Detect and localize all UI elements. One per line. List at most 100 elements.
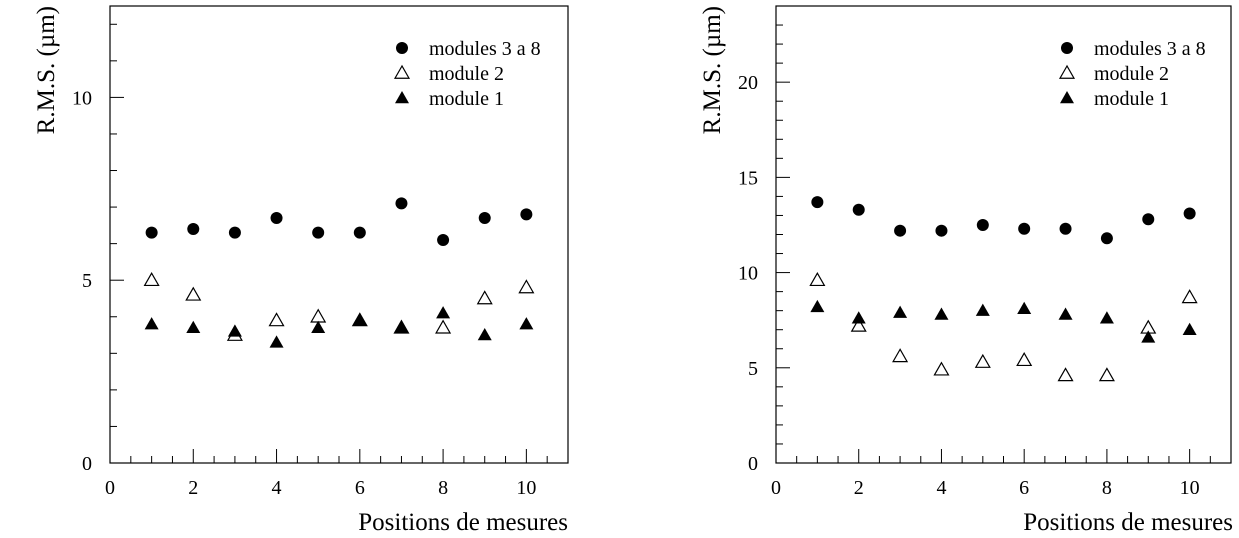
data-point — [476, 290, 493, 305]
y-tick-label: 10 — [72, 87, 92, 109]
legend-label: module 1 — [429, 88, 504, 110]
data-point — [1099, 311, 1114, 324]
data-points — [809, 196, 1198, 382]
x-tick-label: 10 — [1180, 477, 1200, 499]
data-point — [145, 226, 158, 239]
x-tick-label: 0 — [105, 477, 115, 499]
legend-label: modules 3 a 8 — [429, 38, 541, 60]
data-point — [1181, 289, 1198, 304]
data-point — [269, 335, 284, 348]
data-point — [811, 196, 824, 209]
data-point — [436, 306, 451, 319]
y-tick-label: 15 — [738, 167, 758, 189]
data-point — [809, 271, 826, 287]
y-tick-label: 20 — [738, 72, 758, 94]
y-tick-label: 5 — [748, 358, 758, 380]
data-point — [976, 218, 989, 231]
x-tick-label: 2 — [188, 477, 198, 499]
data-point — [850, 317, 867, 332]
legend-marker — [395, 91, 409, 104]
legend-label: module 1 — [1094, 88, 1169, 110]
data-point — [1100, 232, 1113, 245]
data-point — [894, 224, 907, 237]
x-axis-label: Positions de mesures — [358, 509, 568, 536]
data-point — [1058, 307, 1073, 320]
y-tick-label: 0 — [82, 453, 92, 475]
data-point — [228, 226, 241, 239]
data-point — [312, 226, 325, 239]
data-point — [270, 212, 283, 225]
data-point — [518, 279, 535, 294]
data-point — [520, 208, 533, 221]
x-tick-label: 8 — [1102, 477, 1112, 499]
x-tick-label: 4 — [936, 477, 946, 499]
x-axis-tick-labels: 0 2 4 6 8 10 — [771, 477, 1200, 499]
x-axis-ticks — [775, 449, 1232, 463]
x-axis-ticks — [109, 449, 569, 463]
data-point — [975, 303, 990, 316]
data-point — [1018, 222, 1031, 235]
legend-marker — [396, 42, 408, 54]
x-tick-label: 8 — [438, 477, 448, 499]
legend-label: module 2 — [1094, 63, 1169, 85]
y-axis-tick-labels: 0 5 10 — [72, 87, 92, 475]
data-point — [892, 348, 909, 363]
data-point — [435, 319, 452, 334]
data-point — [478, 212, 491, 225]
data-point — [477, 328, 492, 341]
x-tick-label: 4 — [272, 477, 282, 499]
y-tick-label: 10 — [738, 263, 758, 285]
y-axis-ticks — [110, 23, 124, 464]
data-point — [1057, 367, 1074, 382]
x-tick-label: 6 — [1019, 477, 1029, 499]
data-point — [1141, 330, 1156, 343]
data-point — [1182, 322, 1197, 335]
data-point — [810, 299, 825, 313]
data-point — [1142, 213, 1155, 226]
x-tick-label: 0 — [771, 477, 781, 499]
data-point — [893, 305, 908, 318]
y-axis-tick-labels: 0 5 10 15 20 — [738, 72, 758, 475]
x-tick-label: 2 — [854, 477, 864, 499]
x-axis-label: Positions de mesures — [1023, 509, 1233, 536]
data-point — [1016, 351, 1033, 367]
legend-marker — [1060, 91, 1074, 104]
data-point — [1017, 301, 1032, 315]
data-point — [227, 324, 242, 337]
data-point — [974, 353, 991, 368]
legend: modules 3 a 8 module 2 module 1 — [393, 38, 541, 110]
legend-marker — [1061, 42, 1073, 54]
data-point — [1098, 367, 1115, 382]
data-points — [143, 197, 535, 348]
data-point — [394, 320, 409, 333]
legend-marker — [1058, 64, 1076, 79]
data-point — [395, 197, 408, 210]
legend-label: modules 3 a 8 — [1094, 38, 1206, 60]
x-axis-tick-labels: 0 2 4 6 8 10 — [105, 477, 536, 499]
data-point — [352, 313, 367, 326]
y-axis-label: R.M.S. (µm) — [699, 6, 726, 134]
legend-label: module 2 — [429, 63, 504, 85]
y-axis-ticks — [776, 5, 790, 464]
data-point — [310, 308, 327, 323]
data-point — [311, 320, 326, 333]
data-point — [934, 307, 949, 320]
data-point — [353, 226, 366, 239]
data-point — [185, 286, 202, 301]
data-point — [1183, 207, 1196, 220]
data-point — [851, 311, 866, 324]
data-point — [852, 203, 865, 216]
data-point — [187, 223, 200, 236]
data-point — [935, 224, 948, 237]
y-tick-label: 0 — [748, 453, 758, 475]
data-point — [519, 317, 534, 330]
y-axis-label: R.M.S. (µm) — [33, 6, 60, 134]
legend-marker — [393, 64, 411, 79]
legend: modules 3 a 8 module 2 module 1 — [1058, 38, 1206, 110]
data-point — [144, 317, 159, 330]
x-tick-label: 10 — [516, 477, 536, 499]
data-point — [933, 361, 950, 376]
